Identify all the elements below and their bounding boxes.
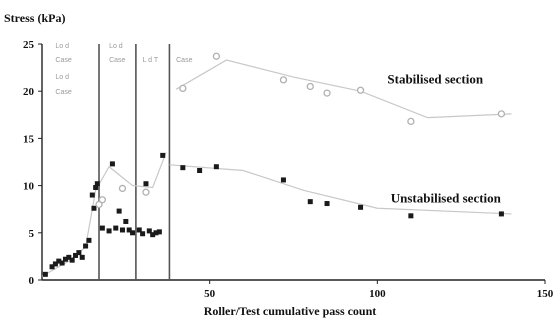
stabilised-point xyxy=(356,86,365,94)
unstabilised-point xyxy=(79,254,85,260)
unstabilised-point xyxy=(106,228,112,234)
x-axis-title: Roller/Test cumulative pass count xyxy=(204,304,377,318)
stabilised-point xyxy=(323,89,331,97)
unstabilised-point xyxy=(91,205,97,211)
unstabilised-point xyxy=(358,204,364,210)
stabilised-trend-line xyxy=(175,59,512,119)
unstabilised-point xyxy=(156,229,162,235)
unstabilised-point xyxy=(408,213,414,219)
unstabilised-point xyxy=(153,230,159,236)
y-tick-label: 5 xyxy=(29,228,35,240)
unstabilised-point xyxy=(130,230,136,236)
unstabilised-point xyxy=(83,243,89,249)
early-open-point xyxy=(142,188,150,196)
unstabilised-point xyxy=(49,264,55,270)
unstabilised-point xyxy=(109,161,115,167)
y-axis-title: Stress (kPa) xyxy=(4,11,65,25)
y-tick-label: 15 xyxy=(23,133,35,145)
unstabilised-point xyxy=(146,228,152,234)
unstabilised-point xyxy=(150,232,156,238)
stabilised-point xyxy=(212,52,221,60)
stabilised-point xyxy=(306,82,314,91)
faint-phase-labels: Lo d Case Lo d Case L d T Case Lo d Case xyxy=(55,43,192,96)
unstabilised-point xyxy=(113,225,119,231)
early-rise-line xyxy=(41,152,167,277)
unstabilised-point xyxy=(89,192,95,198)
unstabilised-point xyxy=(197,167,203,173)
unstabilised-point xyxy=(116,208,122,214)
unstabilised-point xyxy=(76,250,82,256)
x-tick-label: 150 xyxy=(537,288,554,300)
unstabilised-point xyxy=(213,164,219,170)
unstabilised-point xyxy=(160,152,166,158)
y-tick-label: 0 xyxy=(29,275,35,287)
unstabilised-point xyxy=(59,260,65,266)
faint-label: Case xyxy=(176,57,192,64)
unstabilised-point xyxy=(307,199,313,205)
faint-label: Case xyxy=(55,89,71,96)
x-tick-label: 100 xyxy=(369,288,386,300)
unstabilised-point xyxy=(52,261,58,267)
unstabilised-point xyxy=(66,254,72,260)
unstabilised-point xyxy=(69,257,75,263)
stabilised-point xyxy=(279,76,288,84)
data-points xyxy=(42,52,506,277)
unstabilised-point xyxy=(119,227,125,233)
unstabilised-point xyxy=(123,218,129,224)
section-annotation: Stabilised section xyxy=(387,72,483,87)
y-tick-label: 10 xyxy=(23,181,35,193)
unstabilised-point xyxy=(126,227,132,233)
y-ticks: 0 5 10 15 20 25 xyxy=(23,39,42,287)
unstabilised-point xyxy=(280,177,286,183)
unstabilised-point xyxy=(140,231,146,237)
unstabilised-point xyxy=(324,201,330,207)
stabilised-point xyxy=(407,117,415,126)
faint-label: Lo d xyxy=(55,43,69,50)
x-tick-label: 50 xyxy=(204,288,216,300)
early-open-point xyxy=(118,184,127,193)
unstabilised-trend-line xyxy=(169,164,512,215)
y-tick-label: 25 xyxy=(23,39,35,51)
y-tick-label: 20 xyxy=(23,86,35,98)
faint-label: Case xyxy=(55,57,71,64)
x-ticks: 50 100 150 xyxy=(204,280,554,300)
unstabilised-point xyxy=(99,225,105,231)
unstabilised-point xyxy=(42,271,48,277)
early-open-point xyxy=(95,200,103,209)
unstabilised-point xyxy=(62,256,68,262)
section-annotation: Unstabilised section xyxy=(391,191,502,206)
unstabilised-point xyxy=(136,227,142,233)
early-open-point xyxy=(98,196,107,204)
unstabilised-point xyxy=(86,237,92,243)
unstabilised-point xyxy=(73,252,79,258)
unstabilised-point xyxy=(143,181,149,187)
unstabilised-point xyxy=(498,211,504,217)
faint-label: Lo d xyxy=(109,43,123,50)
stabilised-point xyxy=(179,84,187,93)
unstabilised-point xyxy=(94,181,100,187)
faint-label: Case xyxy=(109,57,125,64)
unstabilised-point xyxy=(180,165,186,171)
phase-dividers xyxy=(98,44,171,280)
unstabilised-point xyxy=(93,184,99,190)
section-annotations: Stabilised section Unstabilised section xyxy=(387,72,501,206)
trend-lines xyxy=(41,59,512,277)
unstabilised-point xyxy=(56,258,62,264)
faint-label: L d T xyxy=(143,57,159,64)
stabilised-point xyxy=(497,110,506,118)
faint-label: Lo d xyxy=(55,74,69,81)
